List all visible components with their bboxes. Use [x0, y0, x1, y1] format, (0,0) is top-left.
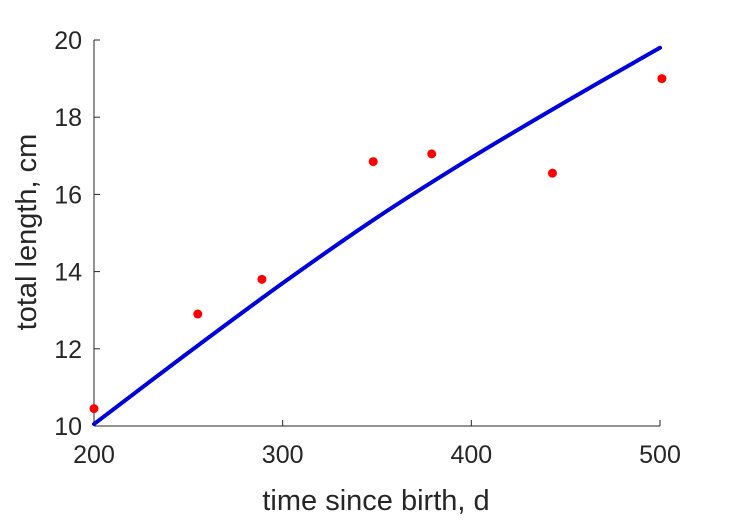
y-tick-label: 10 [54, 413, 82, 441]
y-ticks: 10 12 14 16 18 20 [54, 27, 100, 441]
plot-area: 200 300 400 500 10 12 14 16 18 20 [54, 27, 681, 469]
fit-curve-line [92, 45, 662, 427]
y-tick-label: 20 [54, 27, 82, 55]
x-tick-label: 500 [639, 441, 681, 469]
y-tick-label: 16 [54, 181, 82, 209]
y-axis-label: total length, cm [11, 134, 43, 331]
data-point [89, 404, 99, 414]
data-point [193, 309, 203, 319]
x-ticks: 200 300 400 500 [73, 420, 681, 469]
data-point [257, 274, 267, 284]
y-tick-label: 18 [54, 104, 82, 132]
data-point [657, 74, 667, 84]
data-point [427, 149, 437, 159]
series-layer [89, 45, 667, 427]
x-tick-label: 200 [73, 441, 115, 469]
data-point [368, 157, 378, 167]
x-tick-label: 400 [450, 441, 492, 469]
x-axis-label: time since birth, d [262, 485, 489, 517]
y-tick-label: 14 [54, 259, 82, 287]
y-tick-label: 12 [54, 336, 82, 364]
x-tick-label: 300 [262, 441, 304, 469]
data-point [547, 168, 557, 178]
